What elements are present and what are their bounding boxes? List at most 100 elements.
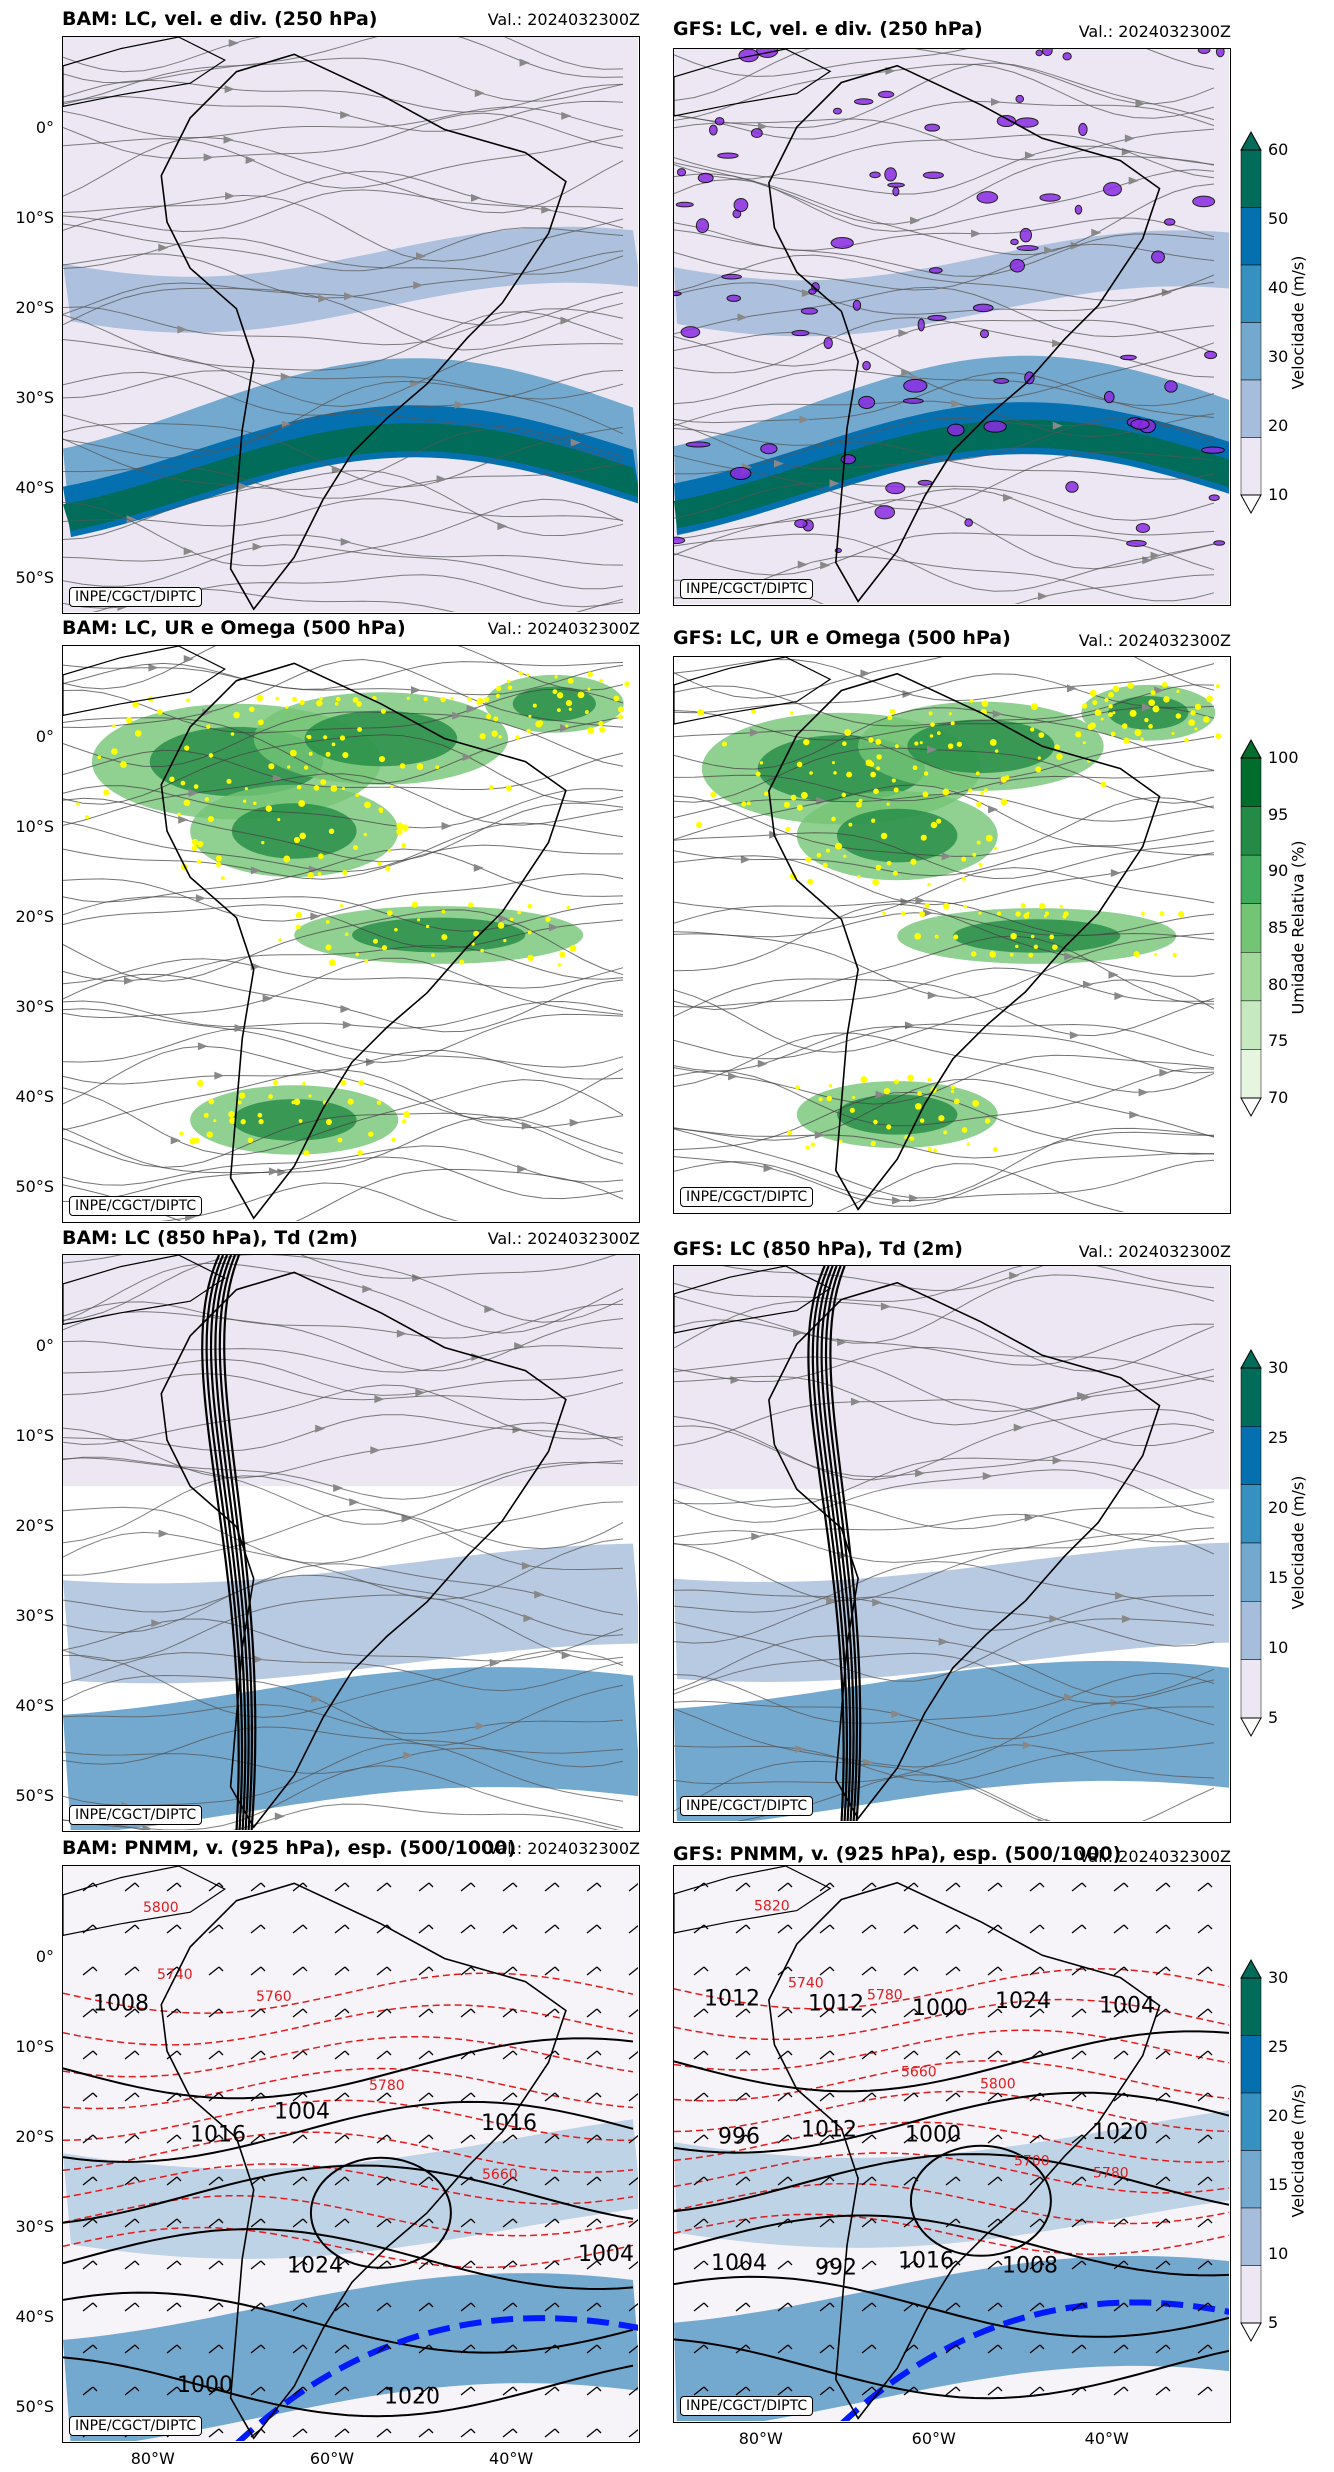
- streamline-arrow: [1064, 1693, 1075, 1702]
- streamline: [63, 1049, 624, 1085]
- colorbar-container: [1240, 1958, 1262, 2347]
- omega-dot: [189, 1137, 197, 1145]
- omega-dot: [980, 791, 985, 796]
- omega-dot: [927, 882, 931, 887]
- divergence-blob: [1213, 540, 1226, 546]
- wind-barb: [945, 1966, 961, 1976]
- streamline: [63, 646, 624, 691]
- wind-barb: [987, 1966, 1003, 1976]
- wind-barb: [1155, 2260, 1171, 2270]
- wind-barb: [1197, 2134, 1213, 2144]
- wind-barb: [1197, 1924, 1213, 1934]
- streamline: [63, 909, 624, 982]
- streamline: [63, 797, 624, 863]
- omega-dot: [196, 1079, 204, 1087]
- credit-label: INPE/CGCT/DIPTC: [680, 2396, 814, 2416]
- omega-dot: [1172, 952, 1177, 958]
- omega-dot: [855, 801, 862, 808]
- wind-barb: [1113, 1924, 1129, 1934]
- colorbar-segment: [1240, 379, 1262, 438]
- wind-barb: [1155, 2344, 1171, 2354]
- omega-dot: [193, 784, 199, 789]
- wind-barb: [124, 2176, 140, 2186]
- wind-barb: [334, 2218, 350, 2228]
- omega-dot: [156, 709, 163, 715]
- streamline: [674, 900, 1215, 936]
- omega-dot: [340, 1079, 347, 1087]
- humidity-core: [836, 808, 958, 863]
- streamline: [63, 1652, 624, 1692]
- wind-barb: [124, 2092, 140, 2102]
- divergence-blob: [808, 288, 817, 295]
- wind-barb: [376, 2008, 392, 2018]
- streamline: [159, 1182, 459, 1221]
- omega-dot: [886, 802, 890, 806]
- wind-barb: [1197, 2092, 1213, 2102]
- streamline: [674, 1032, 1215, 1093]
- streamline-arrow: [333, 1484, 344, 1493]
- streamline: [63, 311, 624, 371]
- colorbar-container: [1240, 738, 1262, 1122]
- wind-barb: [502, 2218, 518, 2228]
- wind-barb: [987, 2260, 1003, 2270]
- wind-barb: [1113, 2260, 1129, 2270]
- wind-barb: [166, 2386, 182, 2396]
- wind-barb: [166, 2302, 182, 2312]
- streamline: [63, 57, 624, 103]
- streamline-arrow: [927, 745, 938, 754]
- divergence-blob: [902, 398, 924, 404]
- streamline: [674, 417, 1215, 470]
- streamline-arrow: [902, 690, 913, 699]
- omega-dot: [1010, 932, 1017, 940]
- streamline-arrow: [992, 709, 1003, 718]
- omega-dot: [1129, 709, 1137, 717]
- omega-dot: [323, 735, 328, 740]
- wind-barb: [903, 2092, 919, 2102]
- streamline: [63, 1414, 624, 1452]
- wind-band: [63, 1667, 638, 1830]
- streamline-arrow: [1141, 703, 1152, 712]
- panel-title: GFS: PNMM, v. (925 hPa), esp. (500/1000): [673, 1843, 1122, 1865]
- wind-barb: [945, 2092, 961, 2102]
- wind-barb: [166, 2134, 182, 2144]
- humidity-core: [953, 919, 1121, 953]
- streamline-arrow: [1069, 1031, 1080, 1040]
- streamline-arrow: [1009, 1271, 1020, 1280]
- wind-barb: [418, 1882, 434, 1892]
- thickness-line: [674, 2029, 1229, 2071]
- isobar: [909, 2144, 1052, 2257]
- omega-dot: [328, 959, 336, 967]
- streamline: [674, 417, 1215, 446]
- wind-barb: [334, 2386, 350, 2396]
- wind-barb: [945, 1924, 961, 1934]
- omega-dot: [1184, 737, 1189, 743]
- valid-time: Val.: 2024032300Z: [1078, 1847, 1231, 1866]
- y-tick-label: 40°S: [15, 1696, 54, 1715]
- omega-dot: [518, 671, 523, 676]
- streamline: [63, 223, 624, 272]
- wind-barb: [334, 1924, 350, 1934]
- divergence-blob: [676, 168, 687, 177]
- wind-barb: [460, 2050, 476, 2060]
- omega-dot: [891, 778, 896, 783]
- colorbar: [1240, 1958, 1262, 2343]
- wind-barb: [945, 2386, 961, 2396]
- omega-dot: [697, 709, 704, 716]
- wind-barb: [250, 2302, 266, 2312]
- pressure-label: 1004: [711, 2251, 767, 2276]
- isobar: [674, 2275, 1229, 2338]
- wind-barb: [460, 1882, 476, 1892]
- thickness-line: [674, 1968, 1229, 2010]
- streamline-arrow: [773, 459, 784, 468]
- divergence-blob: [1163, 218, 1176, 226]
- wind-barb: [250, 2176, 266, 2186]
- streamline-arrow: [820, 561, 831, 570]
- omega-dot: [526, 728, 532, 734]
- continent-outline: [160, 662, 567, 1220]
- divergence-blob: [1009, 258, 1025, 273]
- streamline-arrow: [915, 1469, 926, 1478]
- dewpoint-line: [218, 1255, 254, 1830]
- wind-barb: [502, 2386, 518, 2396]
- streamline: [63, 1373, 624, 1401]
- streamline: [63, 1145, 624, 1186]
